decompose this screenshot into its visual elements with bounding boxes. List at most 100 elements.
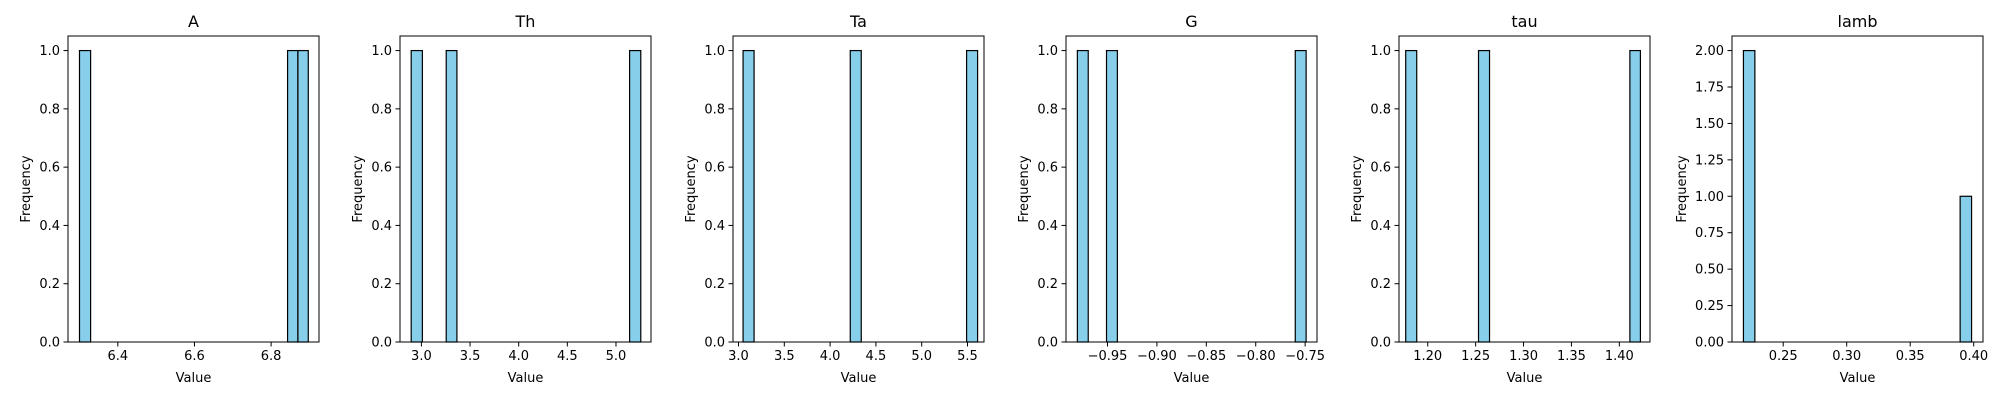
- y-axis-label: Frequency: [351, 155, 366, 222]
- y-tick-label: 0.00: [1695, 336, 1724, 351]
- x-tick-label: 3.0: [411, 349, 432, 364]
- y-tick-label: 0.50: [1695, 263, 1724, 278]
- x-tick-label: 6.8: [261, 349, 282, 364]
- axes-frame: [1398, 35, 1651, 343]
- chart-title: lamb: [1838, 12, 1878, 31]
- y-tick-label: 0.8: [704, 102, 725, 117]
- y-axis-label: Frequency: [1350, 155, 1365, 222]
- histogram-bar: [78, 49, 92, 343]
- x-tick-label: 0.40: [1959, 349, 1988, 364]
- histogram-bar: [286, 49, 299, 343]
- y-tick-label: 0.4: [371, 219, 392, 234]
- x-tick-label: 1.30: [1509, 349, 1538, 364]
- y-tick-label: 1.0: [1037, 44, 1058, 59]
- y-tick-label: 1.50: [1695, 117, 1724, 132]
- y-tick-label: 2.00: [1695, 44, 1724, 59]
- histogram-panel-Ta: 3.0 3.5 4.0 4.5 5.0 5.5 0.0 0.2 0.4 0.6 0.8 1.0 Ta Va…: [684, 12, 985, 386]
- x-axis-label: Value: [508, 371, 544, 386]
- x-tick-label: 5.0: [606, 349, 627, 364]
- chart-title: tau: [1511, 12, 1537, 31]
- chart-title: A: [188, 12, 199, 31]
- x-tick-label: 4.5: [866, 349, 887, 364]
- y-axis-label: Frequency: [684, 155, 699, 222]
- y-tick-label: 0.8: [39, 102, 60, 117]
- axes-frame: [1731, 35, 1984, 343]
- histogram-bar: [628, 49, 642, 343]
- y-tick-label: 0.8: [371, 102, 392, 117]
- histogram-panel-tau: 1.20 1.25 1.30 1.35 1.40 0.0 0.2 0.4 0.6 0.8 1.0 ta…: [1350, 12, 1651, 386]
- y-tick-label: 0.2: [39, 277, 60, 292]
- x-tick-label: −0.75: [1285, 349, 1325, 364]
- y-tick-label: 0.4: [1370, 219, 1391, 234]
- y-tick-label: 0.0: [704, 336, 725, 351]
- x-tick-label: 4.5: [557, 349, 578, 364]
- y-tick-label: 0.0: [371, 336, 392, 351]
- histogram-bar: [1105, 49, 1118, 343]
- x-tick-label: 1.40: [1605, 349, 1634, 364]
- y-tick-label: 0.6: [371, 161, 392, 176]
- histogram-bar: [742, 49, 755, 343]
- x-tick-label: 4.0: [508, 349, 529, 364]
- x-tick-label: 1.25: [1461, 349, 1490, 364]
- x-axis-label: Value: [841, 371, 877, 386]
- x-tick-label: 0.35: [1896, 349, 1925, 364]
- histogram-bar: [965, 49, 979, 343]
- x-tick-label: −0.90: [1137, 349, 1177, 364]
- y-tick-label: 1.0: [39, 44, 60, 59]
- x-tick-label: 4.0: [820, 349, 841, 364]
- histogram-bar: [1959, 195, 1973, 343]
- y-tick-label: 1.0: [1370, 44, 1391, 59]
- chart-title: Th: [515, 12, 536, 31]
- y-tick-label: 0.2: [1037, 277, 1058, 292]
- histogram-bar: [1076, 49, 1089, 343]
- x-tick-label: 1.20: [1413, 349, 1442, 364]
- x-tick-label: −0.80: [1236, 349, 1276, 364]
- histogram-bar: [297, 49, 309, 343]
- histogram-bar: [1477, 49, 1491, 343]
- x-axis-label: Value: [176, 371, 212, 386]
- y-tick-label: 1.75: [1695, 81, 1724, 96]
- y-tick-label: 0.8: [1370, 102, 1391, 117]
- x-axis-label: Value: [1507, 371, 1543, 386]
- histogram-panel-lamb: 0.25 0.30 0.35 0.40 0.00 0.25 0.50 0.75 1.00 1.25…: [1675, 12, 1988, 386]
- x-tick-label: 5.5: [957, 349, 978, 364]
- x-tick-label: 0.25: [1769, 349, 1798, 364]
- y-tick-label: 0.0: [1370, 336, 1391, 351]
- x-tick-label: 5.0: [911, 349, 932, 364]
- x-tick-label: 3.5: [774, 349, 795, 364]
- y-tick-label: 0.2: [704, 277, 725, 292]
- x-axis-label: Value: [1840, 371, 1876, 386]
- y-tick-label: 0.75: [1695, 226, 1724, 241]
- y-tick-label: 0.8: [1037, 102, 1058, 117]
- y-tick-label: 1.0: [704, 44, 725, 59]
- y-tick-label: 0.6: [39, 161, 60, 176]
- x-tick-label: 1.35: [1557, 349, 1586, 364]
- y-tick-label: 1.0: [371, 44, 392, 59]
- axes-frame: [67, 35, 320, 343]
- axes-frame: [399, 35, 652, 343]
- y-tick-label: 0.6: [1370, 161, 1391, 176]
- y-tick-label: 0.6: [704, 161, 725, 176]
- x-tick-label: 3.0: [728, 349, 749, 364]
- chart-title: G: [1185, 12, 1197, 31]
- y-tick-label: 0.4: [704, 219, 725, 234]
- y-axis-label: Frequency: [19, 155, 34, 222]
- y-tick-label: 1.00: [1695, 190, 1724, 205]
- y-tick-label: 0.6: [1037, 161, 1058, 176]
- y-axis-label: Frequency: [1675, 155, 1690, 222]
- x-tick-label: 6.4: [107, 349, 128, 364]
- x-tick-label: 6.6: [184, 349, 205, 364]
- x-tick-label: 0.30: [1832, 349, 1861, 364]
- x-tick-label: −0.95: [1088, 349, 1128, 364]
- y-tick-label: 0.4: [39, 219, 60, 234]
- y-tick-label: 1.25: [1695, 153, 1724, 168]
- y-tick-label: 0.4: [1037, 219, 1058, 234]
- y-tick-label: 0.25: [1695, 299, 1724, 314]
- y-axis-label: Frequency: [1017, 155, 1032, 222]
- histogram-bar: [1294, 49, 1307, 343]
- y-tick-label: 0.0: [1037, 336, 1058, 351]
- x-tick-label: 3.5: [460, 349, 481, 364]
- chart-title: Ta: [849, 12, 867, 31]
- histogram-bar: [849, 49, 862, 343]
